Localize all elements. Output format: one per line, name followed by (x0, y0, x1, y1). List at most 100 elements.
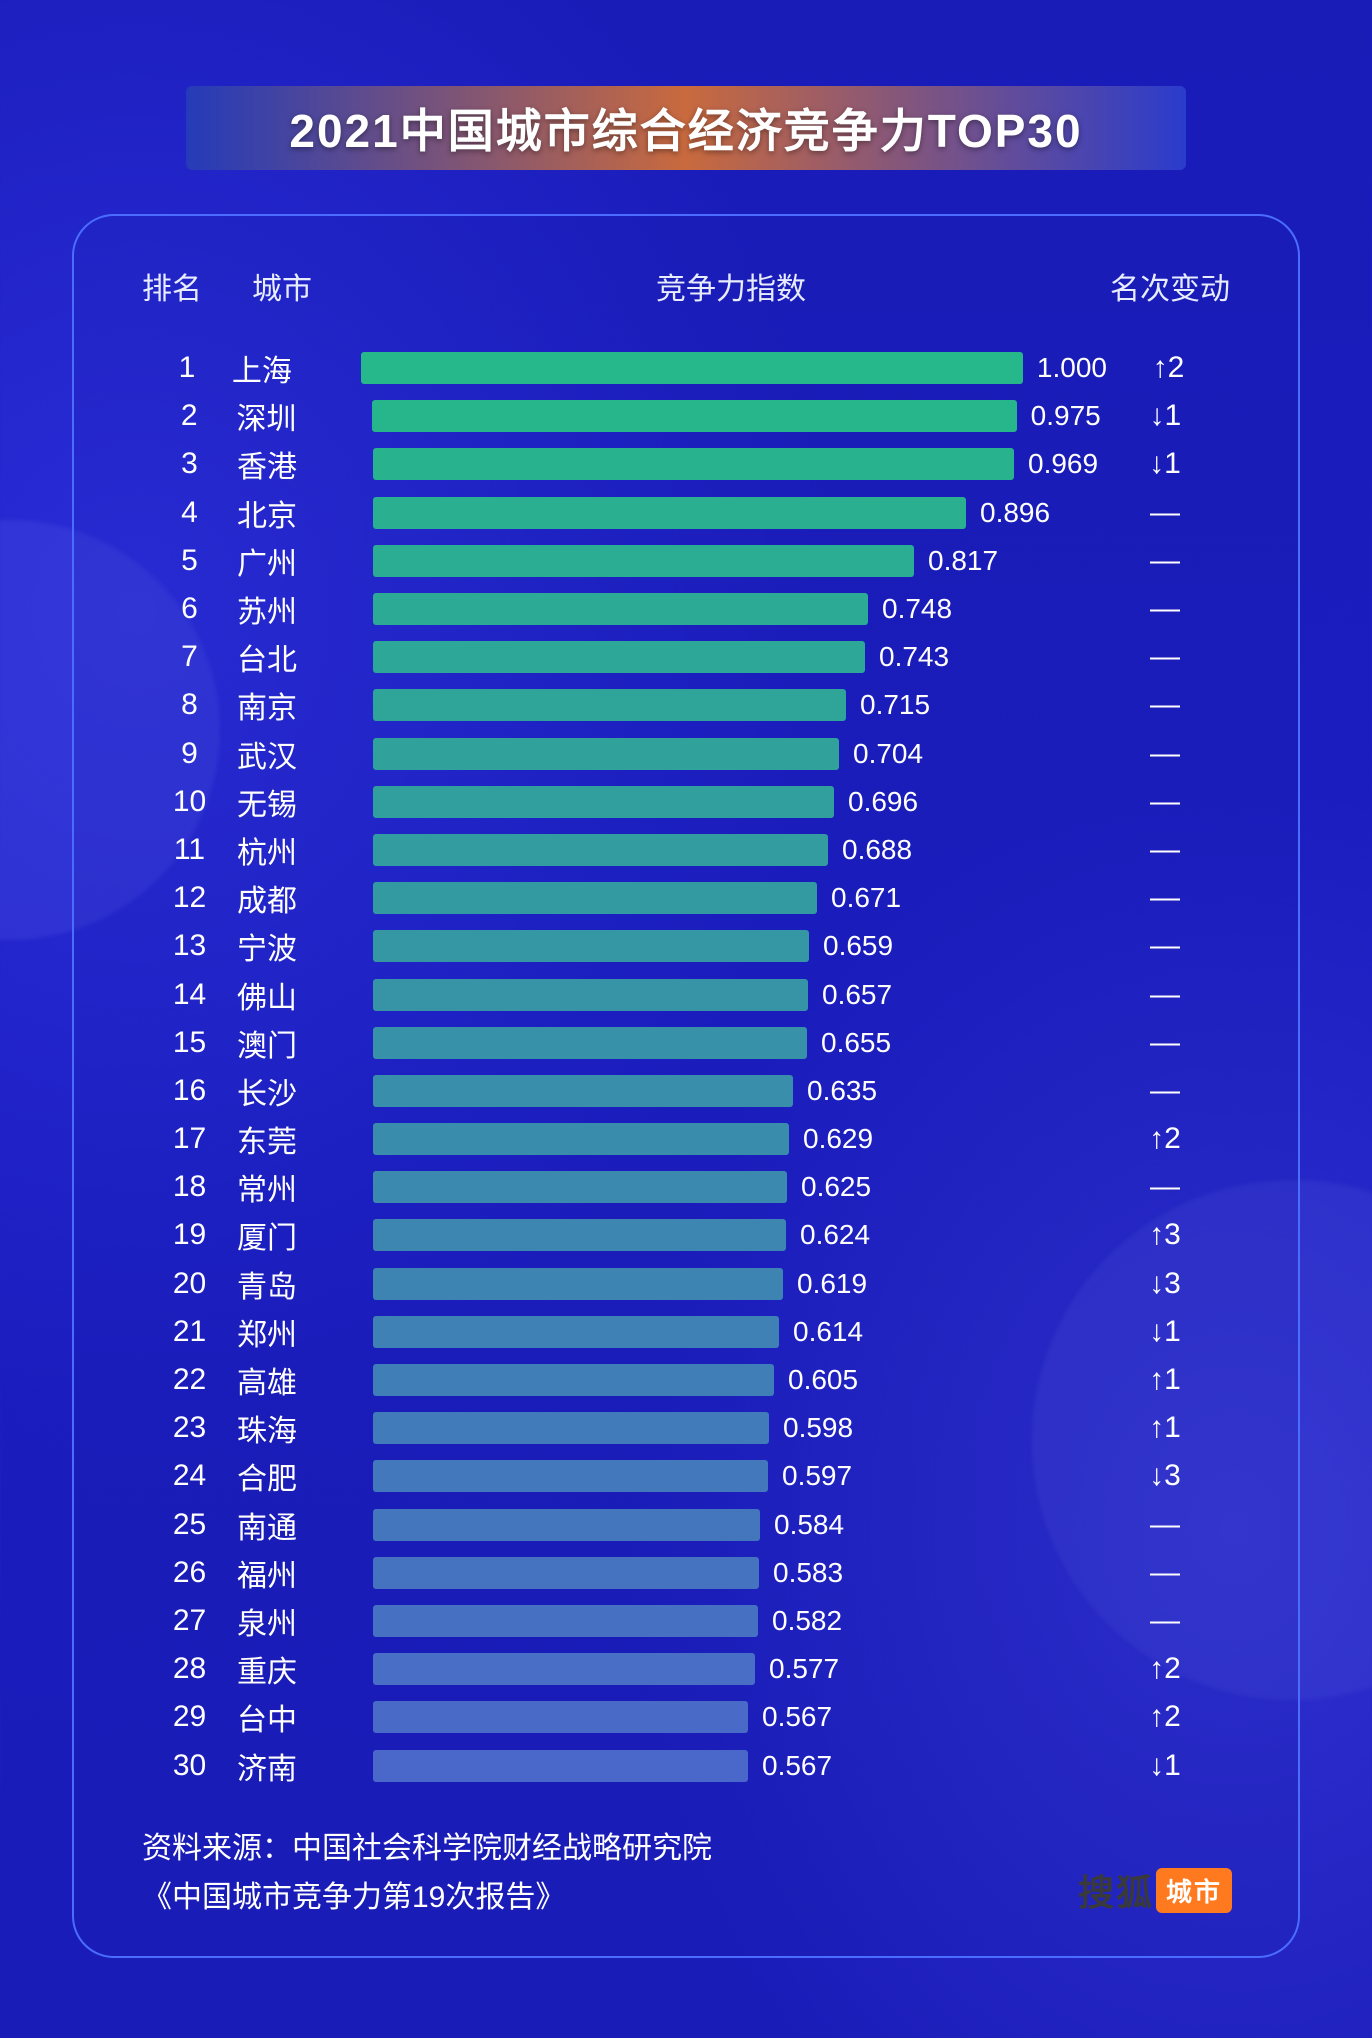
value-label: 0.567 (762, 1750, 832, 1782)
bar (373, 641, 865, 673)
value-label: 0.704 (853, 738, 923, 770)
rank-cell: 16 (142, 1074, 237, 1108)
city-cell: 珠海 (237, 1406, 367, 1450)
city-cell: 深圳 (236, 394, 365, 438)
city-cell: 宁波 (237, 924, 367, 968)
city-cell: 台中 (237, 1695, 367, 1739)
bar (373, 1557, 759, 1589)
bar-cell: 0.671 (367, 882, 1100, 914)
header-rank: 排名 (142, 264, 252, 308)
table-row: 29台中0.567↑2 (142, 1693, 1230, 1741)
value-label: 0.619 (797, 1268, 867, 1300)
rank-cell: 26 (142, 1556, 237, 1590)
source-footer: 资料来源：中国社会科学院财经战略研究院 《中国城市竞争力第19次报告》 (142, 1824, 1230, 1923)
bar-cell: 0.597 (367, 1460, 1100, 1492)
logo-badge: 城市 (1156, 1868, 1232, 1913)
table-row: 8南京0.715— (142, 681, 1230, 729)
change-cell: — (1100, 929, 1230, 963)
city-cell: 济南 (237, 1744, 367, 1788)
city-cell: 高雄 (237, 1358, 367, 1402)
city-cell: 合肥 (237, 1454, 367, 1498)
bar (373, 497, 966, 529)
bar-cell: 0.659 (367, 930, 1100, 962)
bar-cell: 0.625 (367, 1171, 1100, 1203)
city-cell: 苏州 (237, 587, 367, 631)
bar (373, 1701, 748, 1733)
rank-cell: 20 (142, 1267, 237, 1301)
bar-cell: 0.614 (367, 1316, 1100, 1348)
change-cell: ↓1 (1100, 1749, 1230, 1783)
value-label: 0.743 (879, 641, 949, 673)
table-row: 26福州0.583— (142, 1549, 1230, 1597)
header-index: 竞争力指数 (382, 264, 1080, 308)
change-cell: — (1100, 833, 1230, 867)
table-row: 13宁波0.659— (142, 922, 1230, 970)
rank-cell: 17 (142, 1122, 237, 1156)
city-cell: 南京 (237, 683, 367, 727)
change-cell: ↓3 (1100, 1267, 1230, 1301)
value-label: 0.584 (774, 1509, 844, 1541)
bar-cell: 0.817 (367, 545, 1100, 577)
rank-cell: 28 (142, 1652, 237, 1686)
value-label: 0.655 (821, 1027, 891, 1059)
bar (373, 689, 846, 721)
change-cell: — (1100, 737, 1230, 771)
bar (373, 593, 868, 625)
city-cell: 北京 (237, 491, 367, 535)
value-label: 0.597 (782, 1460, 852, 1492)
value-label: 0.624 (800, 1219, 870, 1251)
bar (373, 1268, 783, 1300)
rank-cell: 22 (142, 1363, 237, 1397)
bar-cell: 0.598 (367, 1412, 1100, 1444)
value-label: 0.625 (801, 1171, 871, 1203)
table-row: 16长沙0.635— (142, 1067, 1230, 1115)
value-label: 0.598 (783, 1412, 853, 1444)
city-cell: 佛山 (237, 973, 367, 1017)
city-cell: 广州 (237, 539, 367, 583)
table-row: 30济南0.567↓1 (142, 1741, 1230, 1789)
table-row: 4北京0.896— (142, 489, 1230, 537)
rank-cell: 12 (142, 881, 237, 915)
city-cell: 常州 (237, 1165, 367, 1209)
rank-cell: 19 (142, 1218, 237, 1252)
table-row: 20青岛0.619↓3 (142, 1260, 1230, 1308)
city-cell: 杭州 (237, 828, 367, 872)
table-row: 2深圳0.975↓1 (142, 392, 1230, 440)
bar-cell: 0.715 (367, 689, 1100, 721)
chart-title-bar: 2021中国城市综合经济竞争力TOP30 (186, 86, 1186, 170)
change-cell: ↑2 (1107, 351, 1230, 385)
bar (373, 1123, 789, 1155)
value-label: 0.975 (1031, 400, 1101, 432)
bar-cell: 0.748 (367, 593, 1100, 625)
change-cell: ↑2 (1100, 1652, 1230, 1686)
table-row: 12成都0.671— (142, 874, 1230, 922)
value-label: 0.614 (793, 1316, 863, 1348)
chart-rows: 1上海1.000↑22深圳0.975↓13香港0.969↓14北京0.896—5… (142, 344, 1230, 1790)
value-label: 0.715 (860, 689, 930, 721)
city-cell: 上海 (232, 346, 355, 390)
bar-cell: 0.635 (367, 1075, 1100, 1107)
bar (373, 1219, 786, 1251)
bar-cell: 0.704 (367, 738, 1100, 770)
bar-cell: 0.975 (366, 400, 1101, 432)
table-row: 7台北0.743— (142, 633, 1230, 681)
table-row: 27泉州0.582— (142, 1597, 1230, 1645)
bar (361, 352, 1023, 384)
city-cell: 郑州 (237, 1310, 367, 1354)
city-cell: 南通 (237, 1503, 367, 1547)
value-label: 0.696 (848, 786, 918, 818)
column-headers: 排名 城市 竞争力指数 名次变动 (142, 264, 1230, 308)
table-row: 25南通0.584— (142, 1501, 1230, 1549)
rank-cell: 4 (142, 496, 237, 530)
bar-cell: 0.619 (367, 1268, 1100, 1300)
value-label: 0.635 (807, 1075, 877, 1107)
logo-text: 搜狐 (1078, 1864, 1154, 1916)
bar (373, 448, 1014, 480)
bar-cell: 0.582 (367, 1605, 1100, 1637)
bar (373, 979, 808, 1011)
change-cell: — (1100, 592, 1230, 626)
bar (373, 1171, 787, 1203)
change-cell: — (1100, 1556, 1230, 1590)
bar-cell: 0.605 (367, 1364, 1100, 1396)
bar (373, 1412, 769, 1444)
